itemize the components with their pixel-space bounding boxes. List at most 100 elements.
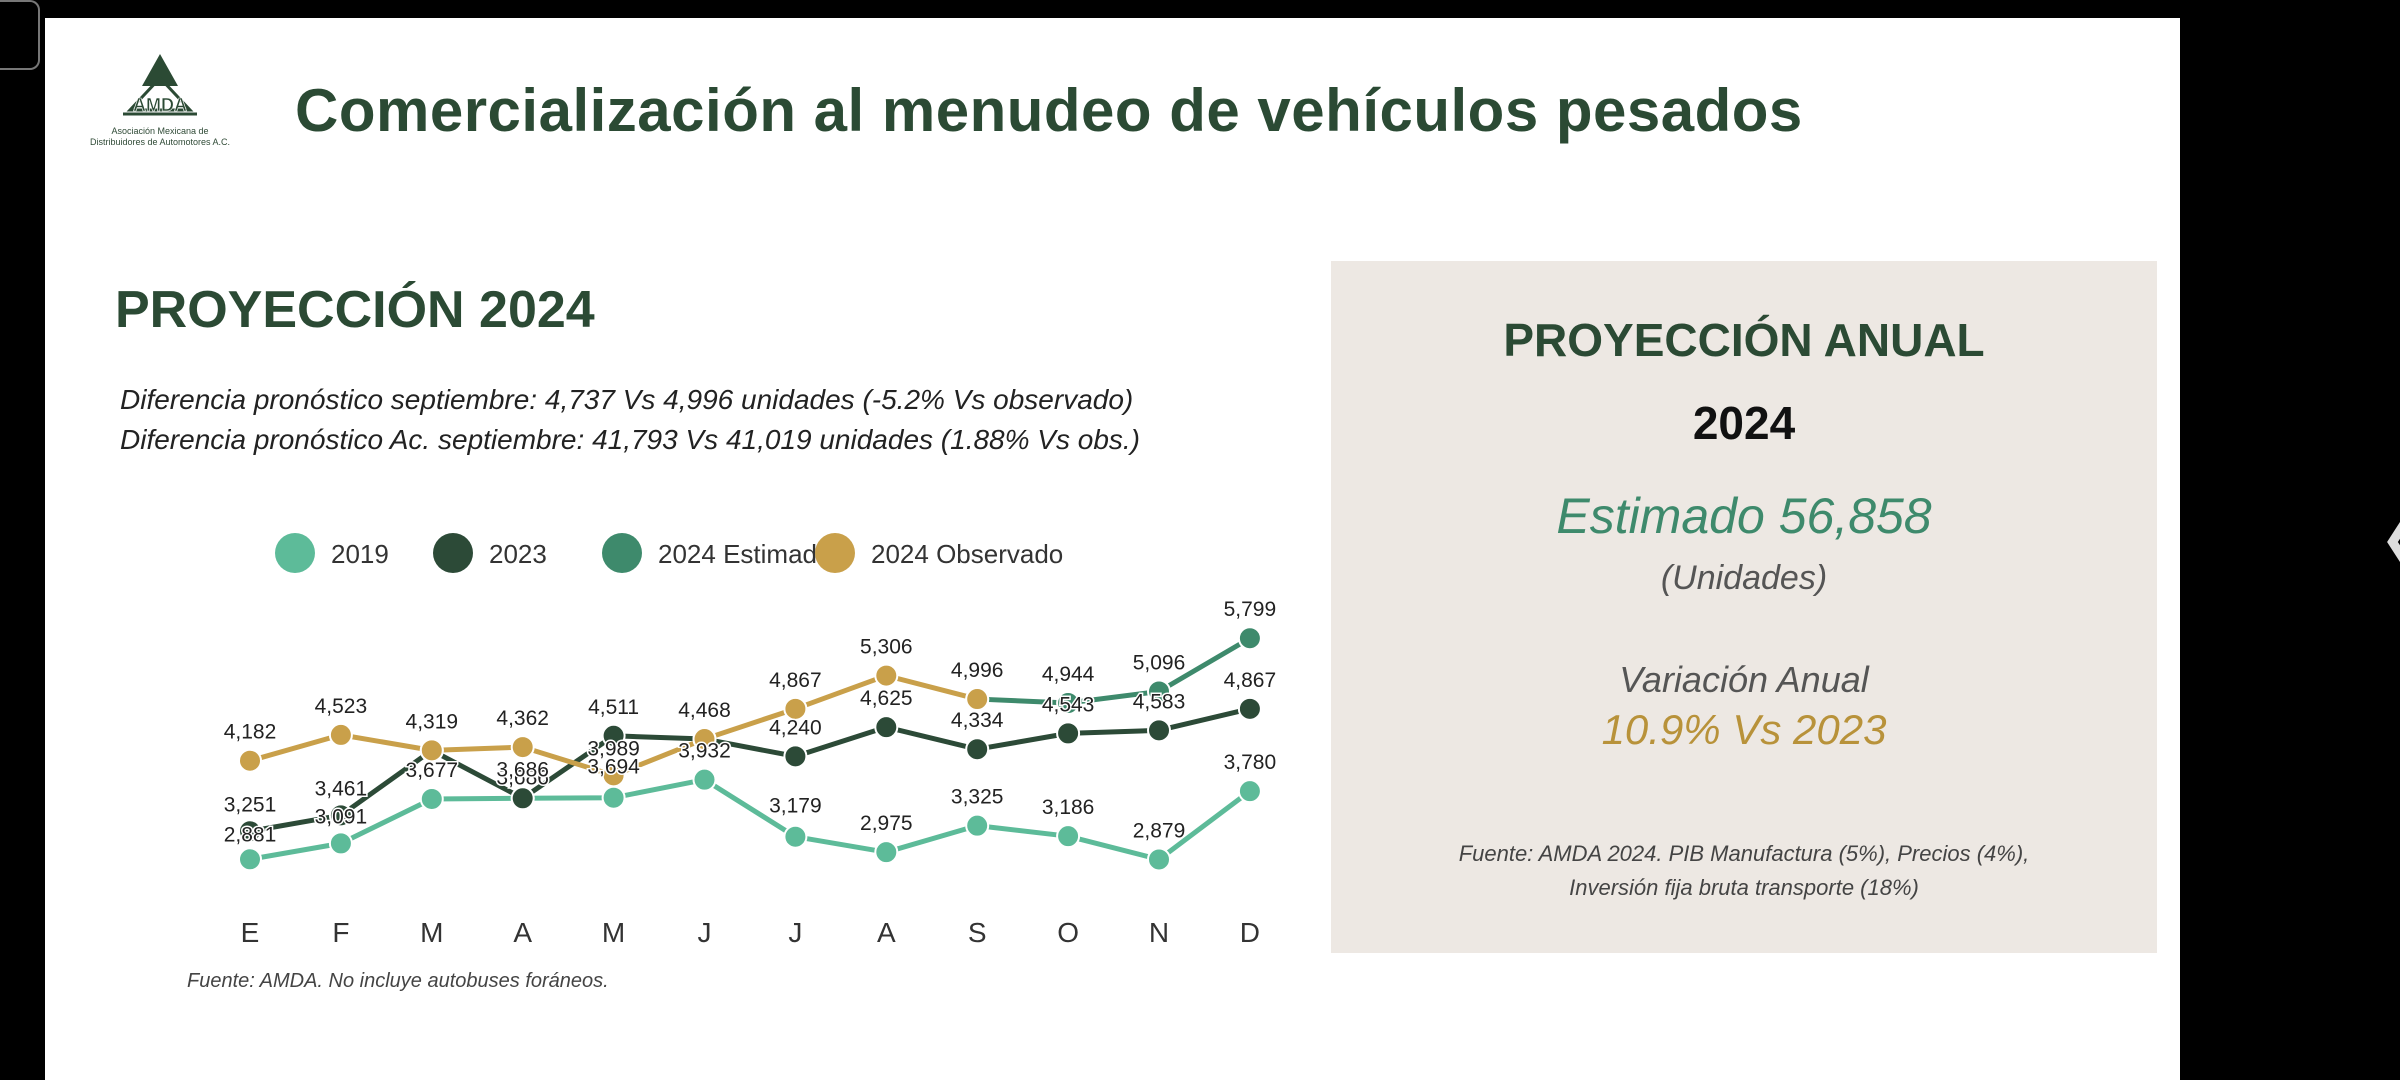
legend-item: 2019: [275, 533, 389, 573]
data-label: 3,325: [951, 786, 1004, 809]
data-label: 3,677: [406, 759, 459, 782]
panel-year: 2024: [1692, 397, 1796, 449]
annual-projection-panel: PROYECCIÓN ANUAL 2024 Estimado 56,858 (U…: [1331, 261, 2157, 953]
data-label: 4,583: [1133, 690, 1186, 713]
legend-label: 2019: [331, 539, 389, 569]
data-label: 3,186: [1042, 796, 1095, 819]
data-label: 3,461: [315, 777, 368, 800]
data-label: 4,468: [678, 699, 731, 722]
data-point: [965, 737, 990, 762]
x-tick-label: D: [1240, 917, 1260, 948]
panel-source-line-2: Inversión fija bruta transporte (18%): [1569, 875, 1919, 900]
data-point: [692, 767, 717, 792]
data-label: 3,251: [224, 793, 277, 816]
amda-logo: AMDA: [85, 48, 235, 168]
data-label: 3,091: [315, 805, 368, 828]
legend-item: 2024 Estimado: [602, 533, 831, 573]
data-point: [419, 738, 444, 763]
panel-variation-label: Variación Anual: [1619, 659, 1869, 700]
panel-title: PROYECCIÓN ANUAL: [1503, 314, 1985, 366]
svg-text:AMDA: AMDA: [133, 95, 187, 115]
data-point: [874, 840, 899, 865]
logo-caption-line-1: Asociación Mexicana de: [111, 126, 209, 136]
data-point: [1237, 779, 1262, 804]
x-tick-label: F: [332, 917, 349, 948]
data-point: [1237, 626, 1262, 651]
data-label: 4,944: [1042, 663, 1095, 686]
data-point: [601, 763, 626, 788]
panel-estimate: Estimado 56,858: [1556, 488, 1932, 544]
data-point: [1056, 691, 1081, 715]
data-point: [419, 786, 444, 811]
data-label: 5,799: [1224, 598, 1277, 621]
x-tick-label: J: [788, 917, 802, 948]
legend-swatch: [815, 533, 855, 573]
data-label: 4,182: [224, 721, 277, 744]
data-point: [965, 687, 990, 712]
data-point: [328, 831, 353, 856]
data-point: [1147, 718, 1171, 743]
panel-source-line-1: Fuente: AMDA 2024. PIB Manufactura (5%),…: [1458, 841, 2030, 866]
window-corner-tab: [0, 0, 40, 70]
data-label: 4,867: [1224, 669, 1277, 692]
legend-item: 2023: [433, 533, 547, 573]
logo-caption-line-2: Distribuidores de Automotores A.C.: [89, 137, 231, 147]
data-point: [1147, 847, 1171, 872]
data-point: [238, 819, 262, 844]
x-tick-label: O: [1057, 917, 1079, 948]
data-point: [874, 715, 899, 740]
data-label: 4,240: [769, 716, 822, 739]
slide-title: Comercialización al menudeo de vehículos…: [295, 77, 1803, 144]
data-point: [783, 744, 808, 769]
series-line-2019: [249, 777, 1252, 862]
legend-item: 2024 Observado: [815, 533, 1063, 573]
data-label: 5,096: [1133, 651, 1186, 674]
data-point: [783, 696, 808, 721]
data-label: 3,686: [496, 766, 549, 789]
legend-label: 2024 Observado: [871, 539, 1063, 569]
data-label: 3,780: [1224, 751, 1277, 774]
x-tick-label: N: [1149, 917, 1169, 948]
data-point: [238, 748, 262, 773]
data-label: 4,334: [951, 709, 1004, 732]
section-heading: PROYECCIÓN 2024: [115, 281, 595, 339]
data-point: [783, 824, 808, 849]
data-label: 3,179: [769, 795, 822, 818]
data-point: [510, 786, 535, 811]
legend-swatch: [602, 533, 642, 573]
data-label: 4,523: [315, 695, 368, 718]
legend-swatch: [433, 533, 473, 573]
legend-label: 2023: [489, 539, 547, 569]
panel-variation-value: 10.9% Vs 2023: [1601, 706, 1887, 753]
data-label: 4,543: [1042, 693, 1095, 716]
data-label: 4,867: [769, 669, 822, 692]
data-label: 3,989: [587, 737, 640, 760]
forecast-note-september: Diferencia pronóstico septiembre: 4,737 …: [120, 384, 1134, 415]
data-label: 4,362: [496, 707, 549, 730]
data-label: 5,306: [860, 636, 913, 659]
data-point: [1056, 824, 1081, 849]
chart-source-note: Fuente: AMDA. No incluye autobuses forán…: [187, 970, 609, 992]
series-line-2023: [249, 706, 1251, 834]
panel-units: (Unidades): [1660, 559, 1828, 597]
data-label: 3,932: [678, 740, 731, 763]
chevron-left-icon[interactable]: ❮: [2380, 508, 2400, 568]
data-point: [238, 847, 262, 872]
legend-swatch: [275, 533, 315, 573]
data-point: [328, 803, 353, 828]
x-tick-label: A: [877, 917, 896, 948]
x-tick-label: M: [602, 917, 625, 948]
data-point: [874, 663, 899, 688]
data-point: [965, 813, 990, 838]
data-point: [510, 735, 535, 760]
x-tick-label: J: [698, 917, 712, 948]
data-point: [692, 727, 717, 752]
slide: AMDA Asociación Mexicana de Distribuidor…: [45, 18, 2180, 1080]
data-label: 4,996: [951, 659, 1004, 682]
data-point: [1056, 721, 1081, 746]
forecast-note-accumulated: Diferencia pronóstico Ac. septiembre: 41…: [120, 424, 1140, 455]
data-point: [1147, 679, 1171, 704]
x-tick-label: E: [241, 917, 260, 948]
data-point: [1237, 696, 1262, 721]
data-label: 2,879: [1133, 819, 1186, 842]
